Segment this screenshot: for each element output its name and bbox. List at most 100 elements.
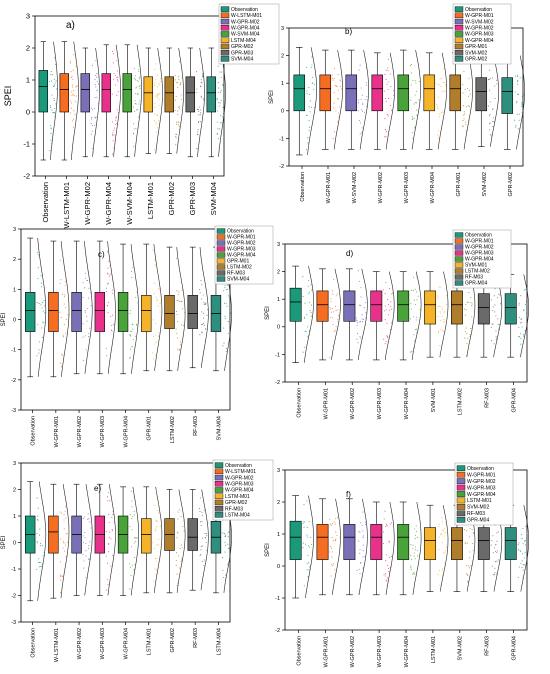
data-point (387, 67, 389, 69)
data-point (304, 316, 306, 318)
data-point (515, 126, 517, 128)
data-point (384, 305, 386, 307)
data-point (107, 301, 109, 303)
data-point (179, 108, 181, 110)
data-point (518, 304, 520, 306)
data-point (177, 114, 179, 116)
data-point (105, 589, 107, 591)
data-point (129, 348, 132, 350)
data-point (177, 518, 179, 520)
data-point (386, 580, 388, 582)
y-tick-label: -2 (275, 380, 280, 386)
density-curve (197, 47, 205, 157)
data-point (113, 147, 115, 149)
x-tick-label: W-GPR-M04 (123, 416, 129, 447)
data-point (519, 336, 521, 338)
data-point (52, 74, 54, 76)
density-curve (520, 505, 530, 592)
data-point (135, 87, 137, 89)
data-point (387, 299, 389, 301)
legend-swatch (216, 246, 226, 252)
legend-swatch (454, 43, 464, 50)
x-tick-label: W-GPR-M04 (123, 628, 129, 659)
data-point (181, 546, 183, 549)
data-point (388, 540, 390, 542)
data-point (65, 517, 67, 519)
data-point (521, 103, 523, 105)
data-point (308, 330, 310, 332)
data-point (157, 504, 159, 506)
data-point (524, 540, 526, 542)
data-point (388, 567, 390, 570)
data-point (155, 121, 157, 123)
data-point (332, 293, 334, 295)
data-point (387, 335, 389, 337)
data-point (157, 273, 159, 276)
data-point (59, 362, 61, 364)
data-point (302, 276, 304, 278)
legend-entry: W-GPR-M02 (467, 479, 496, 485)
data-point (73, 54, 75, 56)
data-point (470, 327, 472, 329)
data-point (462, 84, 464, 86)
data-point (134, 77, 136, 79)
data-point (179, 548, 181, 550)
data-point (495, 338, 497, 340)
data-point (106, 578, 108, 581)
data-point (493, 547, 496, 549)
data-point (302, 523, 304, 525)
data-point (221, 71, 223, 73)
data-point (152, 542, 154, 544)
data-point (329, 357, 331, 359)
data-point (445, 546, 447, 548)
y-axis-label: SPEI (265, 543, 271, 557)
data-point (362, 535, 365, 537)
data-point (219, 91, 222, 93)
data-point (137, 109, 139, 111)
x-tick-label: W-GPR-M01 (323, 388, 329, 419)
data-point (383, 574, 385, 576)
box-gpr-m01 (141, 295, 152, 332)
y-tick-label: 2 (277, 270, 280, 276)
data-point (390, 104, 392, 106)
data-point (463, 105, 465, 107)
data-point (337, 314, 340, 316)
data-point (496, 560, 498, 562)
x-tick-label: LSTM-M02 (170, 416, 176, 443)
data-point (386, 577, 389, 579)
data-point (137, 302, 139, 304)
box-lstm-m01 (141, 518, 152, 554)
legend-swatch (456, 516, 466, 523)
data-point (65, 332, 67, 334)
data-point (522, 577, 524, 579)
data-point (225, 574, 227, 576)
data-point (330, 547, 333, 549)
data-point (36, 497, 38, 499)
data-point (154, 69, 156, 71)
data-point (75, 60, 77, 62)
data-point (492, 120, 494, 123)
data-point (114, 139, 116, 141)
data-point (439, 319, 441, 321)
data-point (42, 321, 44, 323)
data-point (176, 552, 178, 554)
data-point (391, 308, 393, 310)
data-point (364, 98, 366, 101)
data-point (201, 332, 203, 334)
data-point (105, 287, 107, 289)
data-point (86, 307, 88, 310)
data-point (334, 329, 336, 331)
data-point (410, 72, 413, 74)
data-point (517, 576, 519, 578)
legend-swatch (220, 56, 230, 62)
data-point (437, 137, 440, 139)
data-point (180, 344, 182, 346)
x-tick-label: W-GPR-M03 (377, 388, 383, 419)
data-point (313, 83, 315, 85)
data-point (134, 100, 136, 102)
data-point (65, 556, 67, 558)
x-tick-label: RF-M03 (485, 388, 491, 408)
data-point (384, 343, 386, 345)
legend-swatch (216, 264, 226, 270)
